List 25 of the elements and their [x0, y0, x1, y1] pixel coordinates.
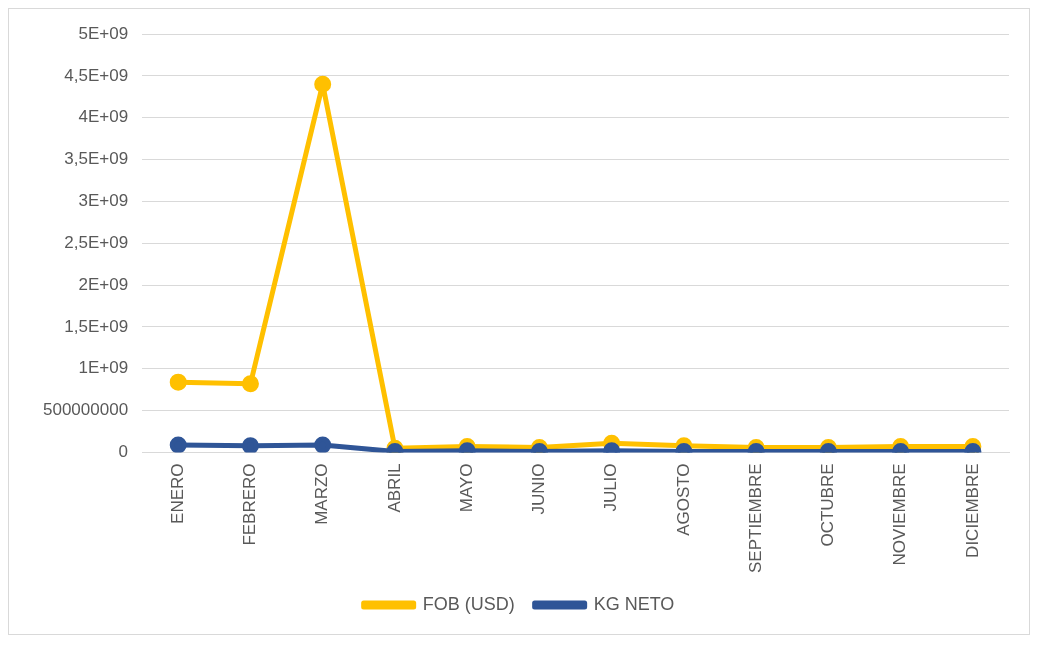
y-tick-label: 0 — [118, 442, 129, 462]
x-tick-label: AGOSTO — [673, 463, 693, 536]
y-tick-label: 4,5E+09 — [64, 65, 129, 85]
x-tick-label: ENERO — [167, 463, 187, 524]
x-tick-label: MARZO — [312, 463, 332, 525]
x-tick-label: DICIEMBRE — [962, 463, 982, 558]
x-tick-label: JULIO — [601, 463, 621, 512]
y-tick-label: 2E+09 — [78, 274, 129, 294]
y-tick-label: 2,5E+09 — [64, 232, 129, 252]
x-tick-label: SEPTIEMBRE — [745, 463, 765, 574]
y-tick-label: 1,5E+09 — [64, 316, 129, 336]
x-tick-label: MAYO — [456, 463, 476, 513]
y-tick-label: 1E+09 — [78, 358, 129, 378]
x-tick-label: ABRIL — [384, 463, 404, 513]
y-tick-label: 500000000 — [43, 400, 129, 420]
x-tick-label: OCTUBRE — [818, 463, 838, 547]
legend-label: KG NETO — [593, 593, 675, 614]
legend-label: FOB (USD) — [422, 593, 515, 614]
y-tick-label: 3,5E+09 — [64, 149, 129, 169]
y-tick-label: 3E+09 — [78, 191, 129, 211]
x-tick-label: FEBRERO — [240, 463, 260, 546]
y-tick-label: 4E+09 — [78, 107, 129, 127]
y-tick-label: 5E+09 — [78, 23, 129, 43]
x-tick-label: JUNIO — [529, 463, 549, 515]
x-tick-label: NOVIEMBRE — [890, 463, 910, 566]
